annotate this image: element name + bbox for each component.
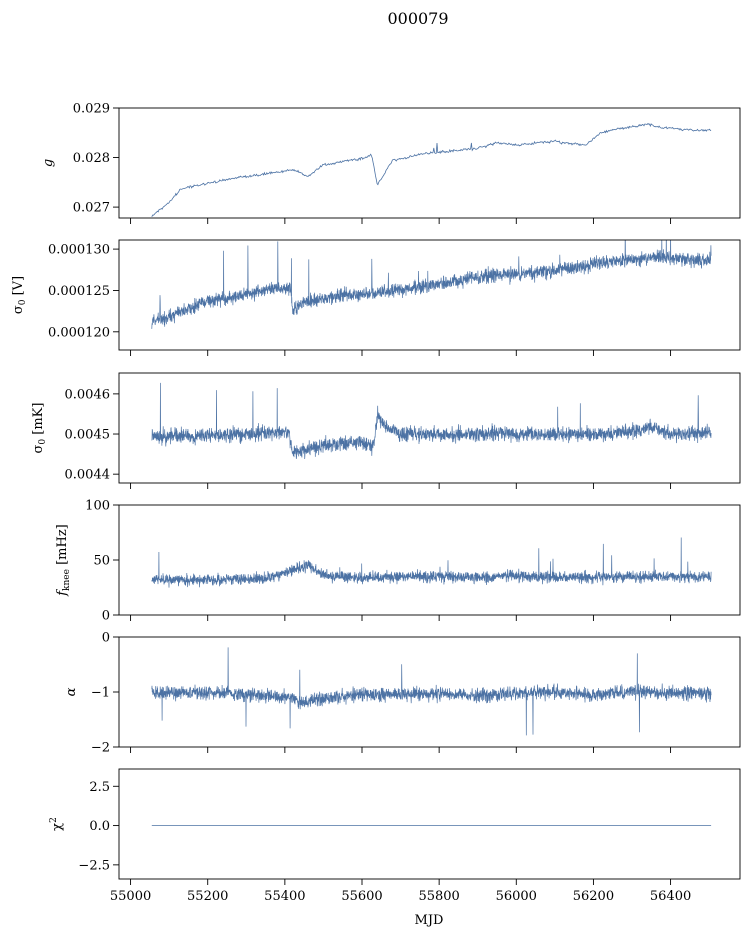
x-tick-label: 55800: [418, 889, 459, 904]
y-axis-label-fknee: fknee [mHz]: [55, 524, 72, 597]
y-tick-label: 0.028: [73, 151, 110, 166]
x-tick-label: 55200: [187, 889, 228, 904]
axes-frame: [118, 107, 741, 219]
axes-frame: [118, 504, 741, 616]
y-tick-label: 0.000120: [48, 325, 110, 340]
y-tick-label: 0.029: [73, 102, 110, 117]
y-axis-label-chi2: χ2: [49, 817, 65, 831]
panel-g: 0.027 0.028 0.029 g: [41, 102, 741, 224]
series-line-g: [151, 122, 712, 217]
x-axis-label: MJD: [415, 913, 444, 928]
panels: 0.027 0.028 0.029 g 0.000120 0.000125 0.000130…: [11, 102, 741, 904]
x-tick-label: 55400: [264, 889, 305, 904]
y-tick-label: 2.5: [89, 780, 110, 795]
x-tick-label: 55600: [341, 889, 382, 904]
y-tick-label: 0.0: [89, 819, 110, 834]
y-tick-label: 0.027: [73, 201, 110, 216]
panel-sigma0_mk: 0.0044 0.0045 0.0046 σ0 [mK]: [31, 372, 741, 489]
x-tick-label: 56200: [573, 889, 614, 904]
y-axis-label-sigma0_mk: σ0 [mK]: [31, 403, 48, 454]
y-axis-label-g: g: [41, 159, 56, 167]
series-line-alpha: [151, 647, 712, 736]
axes-frame: [118, 372, 741, 484]
y-tick-label: −1: [91, 686, 110, 701]
y-tick-label: 0.000125: [48, 284, 110, 299]
panel-fknee: 0 50 100 fknee [mHz]: [55, 499, 741, 624]
series-line-sigma0_v: [151, 240, 712, 329]
x-tick-label: 56400: [650, 889, 691, 904]
figure-title: 000079: [387, 9, 448, 28]
panel-alpha: −2 −1 0 α: [64, 631, 741, 756]
x-tick-label: 55000: [110, 889, 151, 904]
y-tick-label: 50: [93, 554, 110, 569]
y-tick-label: 0: [102, 631, 110, 646]
y-tick-label: 0: [102, 609, 110, 624]
y-tick-label: 100: [85, 499, 110, 514]
y-axis-label-alpha: α: [64, 687, 79, 696]
y-tick-label: −2.5: [78, 858, 110, 873]
series-line-sigma0_mk: [151, 382, 712, 460]
y-tick-label: −2: [91, 741, 110, 756]
axes-frame: [118, 768, 741, 880]
axes-frame: [118, 239, 741, 351]
y-tick-label: 0.0044: [65, 468, 111, 483]
y-tick-label: 0.0046: [65, 387, 111, 402]
y-axis-label-sigma0_v: σ0 [V]: [11, 276, 28, 314]
panel-chi2: −2.5 0.0 2.5 55000 55200 55400 55600 55800 56000…: [49, 768, 741, 904]
y-tick-label: 0.000130: [48, 243, 110, 258]
series-line-fknee: [151, 537, 712, 588]
y-tick-label: 0.0045: [65, 428, 111, 443]
x-tick-label: 56000: [496, 889, 537, 904]
panel-sigma0_v: 0.000120 0.000125 0.000130 σ0 [V]: [11, 239, 741, 356]
